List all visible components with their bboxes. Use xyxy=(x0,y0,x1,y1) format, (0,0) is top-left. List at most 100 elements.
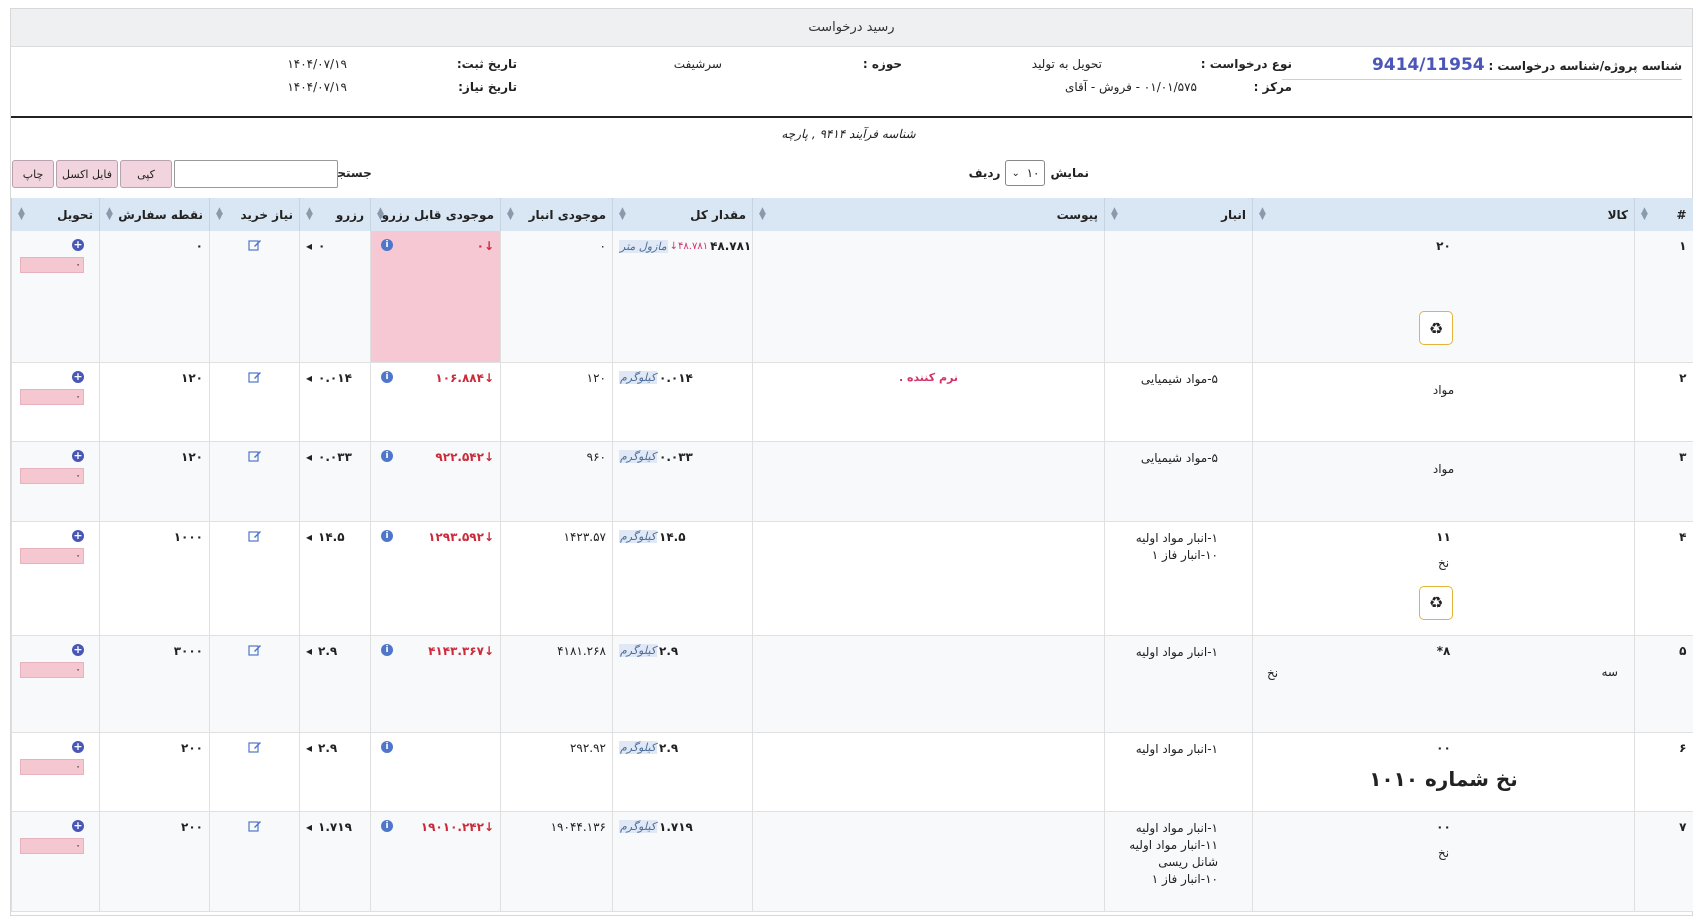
column-header[interactable]: رزرو ▲ ▼ xyxy=(299,198,371,231)
attachment-tag[interactable]: نرم کننده . xyxy=(898,370,959,384)
plus-icon[interactable]: + xyxy=(72,528,84,542)
table-cell: ۱-انبار مواد اولیه ۱۱-انبار مواد اولیه ش… xyxy=(1104,811,1253,912)
table-cell: ۰۰ نخ xyxy=(1252,811,1635,912)
table-cell xyxy=(209,732,300,812)
column-header[interactable]: تحویل ▲ ▼ xyxy=(11,198,100,231)
edit-icon[interactable] xyxy=(247,239,262,251)
plus-icon[interactable]: + xyxy=(72,818,84,832)
table-cell: ۵ xyxy=(1634,635,1693,733)
plus-icon[interactable]: + xyxy=(72,369,84,383)
request-type-value: تحویل به تولید xyxy=(1031,57,1102,71)
plus-icon[interactable]: + xyxy=(72,448,84,462)
table-cell: ۳۰۰۰ xyxy=(99,635,210,733)
triangle-left-icon[interactable]: ◂ xyxy=(306,529,313,544)
column-header[interactable]: موجودی انبار ▲ ▼ xyxy=(500,198,613,231)
qty-red: ۴۸.۷۸۱↓ xyxy=(669,240,709,252)
reg-date-value: ۱۴۰۴/۰۷/۱۹ xyxy=(287,57,347,71)
column-header[interactable]: پیوست ▲ ▼ xyxy=(752,198,1105,231)
table-cell: +۰ xyxy=(11,635,100,733)
table-cell xyxy=(209,811,300,912)
table-cell: ۰ ◂ xyxy=(299,231,371,363)
order-point-value: ۱۰۰۰ xyxy=(173,529,203,544)
info-icon[interactable]: i xyxy=(381,819,393,832)
deliver-input[interactable]: ۰ xyxy=(20,758,84,775)
reserve-cell: ۲.۹ ◂ xyxy=(306,741,364,755)
edit-icon[interactable] xyxy=(247,530,262,542)
reserve-value: ۰ xyxy=(318,239,326,253)
triangle-left-icon[interactable]: ◂ xyxy=(306,239,313,253)
table-cell: ۴ xyxy=(1634,521,1693,636)
triangle-left-icon[interactable]: ◂ xyxy=(306,643,313,658)
column-header[interactable]: نیاز خرید ▲ ▼ xyxy=(209,198,300,231)
table-cell: ۱۲۰ xyxy=(99,441,210,522)
column-header[interactable]: انبار ▲ ▼ xyxy=(1104,198,1253,231)
print-button[interactable]: چاپ xyxy=(12,160,54,188)
plus-icon[interactable]: + xyxy=(72,739,84,753)
available-value: ↓۴۱۴۳.۳۶۷ xyxy=(428,643,494,658)
goods-name: مواد xyxy=(1432,382,1455,397)
request-info: شناسه پروژه/شناسه درخواست : 9414/11954 ن… xyxy=(11,47,1692,118)
goods-name: مواد xyxy=(1432,461,1455,476)
goods-name-extra: سه xyxy=(1601,664,1619,679)
deliver-input[interactable]: ۰ xyxy=(20,837,84,854)
edit-icon[interactable] xyxy=(247,644,262,656)
table-cell xyxy=(1104,231,1253,363)
total-qty: ۰.۰۳۳ کیلوگرم xyxy=(619,450,746,464)
warehouse-list: ۱-انبار مواد اولیه xyxy=(1135,741,1218,756)
table-cell: ↓۱۲۹۳.۵۹۲ i xyxy=(370,521,501,636)
table-cell xyxy=(752,732,1105,812)
deliver-input[interactable]: ۰ xyxy=(20,661,84,678)
info-icon[interactable]: i xyxy=(381,740,393,753)
page-size-control: نمایش ۱۰ ⌄ ردیف xyxy=(969,160,1089,186)
unit-label: کیلوگرم xyxy=(619,450,657,463)
column-header[interactable]: نقطه سفارش ▲ ▼ xyxy=(99,198,210,231)
plus-icon[interactable]: + xyxy=(72,238,84,251)
column-header[interactable]: موجودی قابل رزرو ▲ ▼ xyxy=(370,198,501,231)
info-icon[interactable]: i xyxy=(381,529,393,542)
sort-icon: ▲ ▼ xyxy=(1259,206,1266,222)
edit-icon[interactable] xyxy=(247,371,262,383)
table-cell: ۶ xyxy=(1634,732,1693,812)
table-cell: ۵-مواد شیمیایی xyxy=(1104,441,1253,522)
recycle-icon[interactable]: ♻ xyxy=(1419,585,1453,620)
info-icon[interactable]: i xyxy=(381,643,393,656)
table-cell: ۰ xyxy=(500,231,613,363)
triangle-left-icon[interactable]: ◂ xyxy=(306,370,313,385)
deliver-input[interactable]: ۰ xyxy=(20,257,84,273)
edit-icon[interactable] xyxy=(247,820,262,832)
column-header[interactable]: کالا ▲ ▼ xyxy=(1252,198,1635,231)
info-icon[interactable]: i xyxy=(381,370,393,383)
page-size-select[interactable]: ۱۰ ⌄ xyxy=(1005,160,1046,186)
info-icon[interactable]: i xyxy=(381,239,393,251)
table-cell: ۱۲۰ xyxy=(99,362,210,442)
sort-icon: ▲ ▼ xyxy=(216,206,223,222)
deliver-input[interactable]: ۰ xyxy=(20,547,84,564)
project-value[interactable]: 9414/11954 xyxy=(1371,55,1485,75)
copy-button[interactable]: کپی xyxy=(120,160,172,188)
deliver-input[interactable]: ۰ xyxy=(20,467,84,484)
edit-icon[interactable] xyxy=(247,741,262,753)
edit-icon[interactable] xyxy=(247,450,262,462)
total-qty: ۱.۷۱۹ کیلوگرم xyxy=(619,820,746,834)
reserve-cell: ۱۴.۵ ◂ xyxy=(306,530,364,544)
table-cell: ۱-انبار مواد اولیه ۱۰-انبار فاز ۱ xyxy=(1104,521,1253,636)
deliver-input[interactable]: ۰ xyxy=(20,388,84,405)
info-icon[interactable]: i xyxy=(381,449,393,462)
table-row: ۷ ۰۰ نخ ۱-انبار مواد اولیه ۱۱-انبار مواد او… xyxy=(11,811,1693,912)
table-cell: ۱۴۲۳.۵۷ xyxy=(500,521,613,636)
table-cell xyxy=(209,635,300,733)
triangle-left-icon[interactable]: ◂ xyxy=(306,449,313,464)
table-cell: ۱ xyxy=(1634,231,1693,363)
table-cell: ۳ xyxy=(1634,441,1693,522)
table-cell: ۰.۰۳۳ کیلوگرم xyxy=(612,441,753,522)
column-header[interactable]: # ▲ ▼ xyxy=(1634,198,1693,231)
recycle-icon[interactable]: ♻ xyxy=(1419,311,1453,345)
plus-icon[interactable]: + xyxy=(72,642,84,656)
excel-button[interactable]: فایل اکسل xyxy=(56,160,118,188)
unit-label: کیلوگرم xyxy=(619,371,657,384)
deliver-cell: +۰ xyxy=(14,239,97,279)
column-header[interactable]: مقدار کل ▲ ▼ xyxy=(612,198,753,231)
triangle-left-icon[interactable]: ◂ xyxy=(306,740,313,755)
triangle-left-icon[interactable]: ◂ xyxy=(306,819,313,834)
search-input[interactable] xyxy=(174,160,338,188)
